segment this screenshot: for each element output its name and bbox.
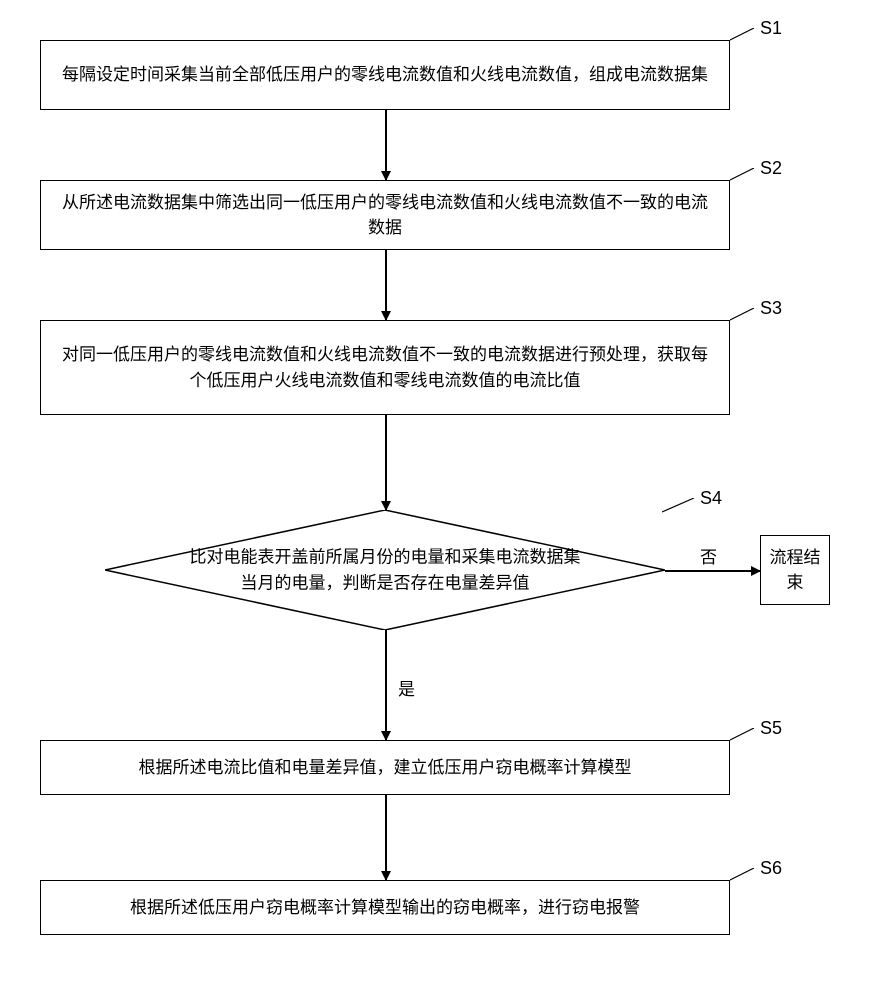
step-s3: 对同一低压用户的零线电流数值和火线电流数值不一致的电流数据进行预处理，获取每个低… bbox=[40, 320, 730, 415]
step-s5: 根据所述电流比值和电量差异值，建立低压用户窃电概率计算模型 bbox=[40, 740, 730, 795]
leader-s1 bbox=[730, 28, 756, 40]
step-s4-text: 比对电能表开盖前所属月份的电量和采集电流数据集当月的电量，判断是否存在电量差异值 bbox=[189, 545, 581, 596]
tag-s6: S6 bbox=[760, 858, 782, 879]
step-s1: 每隔设定时间采集当前全部低压用户的零线电流数值和火线电流数值，组成电流数据集 bbox=[40, 40, 730, 110]
tag-s3: S3 bbox=[760, 298, 782, 319]
arrow-s2-s3 bbox=[385, 250, 387, 320]
step-s6: 根据所述低压用户窃电概率计算模型输出的窃电概率，进行窃电报警 bbox=[40, 880, 730, 935]
arrow-s3-s4 bbox=[385, 415, 387, 510]
step-s2: 从所述电流数据集中筛选出同一低压用户的零线电流数值和火线电流数值不一致的电流数据 bbox=[40, 180, 730, 250]
step-s3-text: 对同一低压用户的零线电流数值和火线电流数值不一致的电流数据进行预处理，获取每个低… bbox=[55, 342, 715, 393]
leader-s5 bbox=[730, 728, 756, 740]
tag-s5: S5 bbox=[760, 718, 782, 739]
tag-s2: S2 bbox=[760, 158, 782, 179]
tag-s1: S1 bbox=[760, 18, 782, 39]
leader-s4 bbox=[662, 498, 696, 512]
step-s5-text: 根据所述电流比值和电量差异值，建立低压用户窃电概率计算模型 bbox=[139, 755, 632, 781]
step-s4: 比对电能表开盖前所属月份的电量和采集电流数据集当月的电量，判断是否存在电量差异值 bbox=[105, 510, 665, 630]
arrow-s5-s6 bbox=[385, 795, 387, 880]
step-s1-text: 每隔设定时间采集当前全部低压用户的零线电流数值和火线电流数值，组成电流数据集 bbox=[62, 62, 708, 88]
step-end-text: 流程结束 bbox=[765, 545, 825, 596]
arrow-s1-s2 bbox=[385, 110, 387, 180]
leader-s6 bbox=[730, 868, 756, 880]
step-s2-text: 从所述电流数据集中筛选出同一低压用户的零线电流数值和火线电流数值不一致的电流数据 bbox=[55, 190, 715, 241]
leader-s2 bbox=[730, 168, 756, 180]
step-end: 流程结束 bbox=[760, 535, 830, 605]
arrow-s4-s5 bbox=[385, 630, 387, 740]
leader-s3 bbox=[730, 308, 756, 320]
step-s6-text: 根据所述低压用户窃电概率计算模型输出的窃电概率，进行窃电报警 bbox=[130, 895, 640, 921]
tag-s4: S4 bbox=[700, 488, 722, 509]
arrow-s4-end bbox=[665, 570, 760, 572]
label-no: 否 bbox=[700, 543, 717, 568]
label-yes: 是 bbox=[398, 675, 415, 700]
